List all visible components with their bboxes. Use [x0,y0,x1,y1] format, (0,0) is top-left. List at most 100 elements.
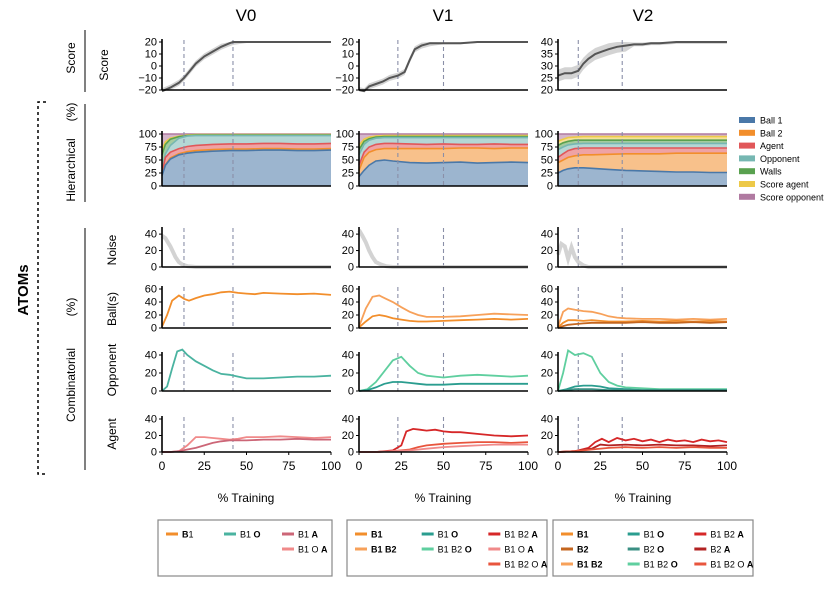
v2-agent-line-b1-b2-o-a [557,446,727,453]
v1-agent-xtick-label: 50 [437,459,451,473]
v1-hier-line-agent [358,142,528,166]
legend-label-opponent: Opponent [760,154,800,164]
v0-agent-xtick-label: 75 [282,459,296,473]
legend-label-score-opponent: Score opponent [760,192,824,202]
v1-hier-ytick-label: 0 [348,181,354,193]
row-label-noise: Noise [105,234,119,265]
v2-balls-ytick-label: 20 [541,310,553,322]
row-label-opponent: Opponent [105,343,119,396]
v2-agent-ytick-label: 20 [541,430,553,442]
bottom-legend-label: B1 O [644,530,665,540]
bottom-legend-box-0 [157,519,333,577]
v0-balls-ytick-label: 20 [145,310,157,322]
v1-agent-xtick-label: 100 [518,459,538,473]
legend-label-agent: Agent [760,141,784,151]
v1-opponent-ytick-label: 0 [348,386,354,398]
bottom-legend-label: B1 B2 [577,560,603,570]
column-title-v2: V2 [633,6,654,25]
v1-opponent-ytick-label: 20 [342,368,354,380]
v1-agent-ytick-label: 20 [342,430,354,442]
v2-hier-line-score-agent [557,135,727,143]
v2-noise-ytick-label: 20 [541,245,553,257]
v0-score-line [161,41,331,93]
v1-opponent-line-b1-b2-o [358,355,529,392]
bottom-legend-box-1 [346,519,548,577]
v0-opponent-ytick-label: 20 [145,368,157,380]
v0-hier-line-ball1 [161,149,332,176]
v0-score-ytick-label: −10 [138,73,157,85]
v2-hier-area-opponent [558,143,727,158]
v1-agent-line-b1-b2-a [359,427,529,453]
v2-noise-ytick-label: 0 [547,262,553,274]
v2-hier-ytick-label: 100 [535,129,553,141]
v1-agent-ytick-label: 0 [348,447,354,459]
section-hierarchical-unit: (%) [64,103,78,122]
bottom-legend-label: B1 O [438,530,459,540]
v2-hier-area-walls [558,140,727,150]
row-label-agent: Agent [105,418,119,450]
v0-hier-ytick-label: 100 [139,129,157,141]
v2-balls-ytick-label: 60 [541,284,553,296]
v0-opponent-line-b1-o [161,348,332,392]
v2-score-ytick-label: 40 [541,37,553,49]
v2-hier-ytick-label: 0 [547,181,553,193]
section-hierarchical-label: Hierarchical [64,138,78,201]
bottom-legend-label: B1 B2 O [438,545,472,555]
v0-hier-ytick-label: 25 [145,168,157,180]
bottom-legend-label: B2 O [644,545,665,555]
v0-noise-ytick-label: 20 [145,245,157,257]
legend-swatch-agent [739,142,755,149]
v1-hier-line-opponent [358,136,528,156]
v1-hier-line-walls [358,135,528,151]
v2-score-ytick-label: 35 [541,49,553,61]
v2-agent-line-b1-b2-a [557,437,728,453]
v0-hier-area-opponent [162,135,331,173]
atoms-bracket [37,101,46,475]
bottom-legend-label: B1 B2 A [710,530,744,540]
v2-hier-line-ball2 [557,152,727,164]
v0-agent-xtick-label: 25 [198,459,212,473]
v0-agent-line-b1-a [162,437,331,453]
v0-balls-ytick-label: 60 [145,284,157,296]
v2-hier-line-opponent [557,142,727,151]
v0-score-ytick-label: 0 [151,61,157,73]
v1-score-line [358,41,528,93]
section-combinatorial-label: Combinatorial [64,348,78,422]
v2-noise-ytick-label: 40 [541,229,553,241]
v0-score-ytick-label: 10 [145,49,157,61]
v2-balls-line-b1 [557,319,728,329]
v2-score-ytick-label: 30 [541,61,553,73]
v1-balls-line-b1-b2 [358,294,529,328]
v2-hier-line-walls [557,139,727,147]
bottom-legend-label: B1 B2 O A [710,560,754,570]
v0-agent-ytick-label: 20 [145,430,157,442]
v1-hier-ytick-label: 50 [342,155,354,167]
bottom-legend-label: B1 B2 [371,545,397,555]
bottom-legend-label: B1 O [240,530,261,540]
v2-opponent-ytick-label: 20 [541,368,553,380]
column-title-v1: V1 [433,6,454,25]
v2-score-ytick-label: 25 [541,73,553,85]
legend-label-score-agent: Score agent [760,180,809,190]
v1-balls-ytick-label: 20 [342,310,354,322]
section-score-label: Score [64,42,78,74]
v2-score-ytick-label: 20 [541,85,553,97]
bottom-legend-label: B1 B2 O A [504,560,548,570]
bottom-legend-label: B1 O A [504,545,534,555]
v0-opponent-ytick-label: 0 [151,386,157,398]
bottom-legend-label: B1 [371,530,383,540]
v2-agent-xtick-label: 100 [717,459,737,473]
bottom-legend-label: B2 [577,545,589,555]
v0-agent-ytick-label: 0 [151,447,157,459]
v0-noise-ytick-label: 40 [145,229,157,241]
v0-agent-xtick-label: 0 [159,459,166,473]
v1-hier-ytick-label: 25 [342,168,354,180]
v0-noise-ytick-label: 0 [151,262,157,274]
v0-agent-line-b1-o-a [162,435,332,453]
bottom-legend-box-2 [552,519,754,577]
section-combinatorial-unit: (%) [64,298,78,317]
legend-swatch-ball-2 [739,129,755,136]
v1-agent-xtick-label: 0 [356,459,363,473]
v1-balls-ytick-label: 40 [342,297,354,309]
v1-score-ytick-label: −10 [335,73,354,85]
